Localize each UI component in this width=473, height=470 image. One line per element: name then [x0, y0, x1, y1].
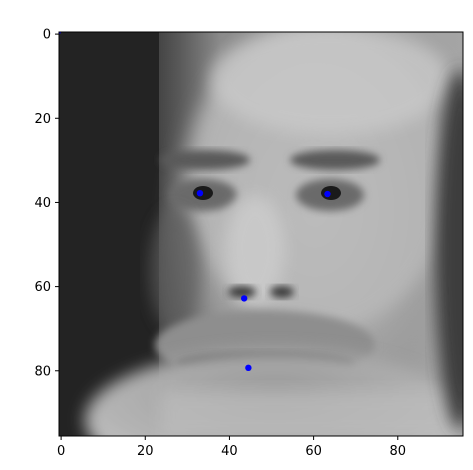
y-tick-label: 40 — [34, 196, 51, 211]
axes-frame — [58, 31, 464, 437]
keypoint-3 — [324, 190, 331, 198]
x-tick-label: 60 — [305, 444, 322, 459]
x-tick-label: 80 — [389, 444, 406, 459]
scatter-points — [59, 32, 331, 372]
y-tick-label: 20 — [34, 112, 51, 127]
x-tick-label: 0 — [57, 444, 65, 459]
keypoint-1 — [59, 32, 62, 35]
y-tick-label: 80 — [34, 364, 51, 379]
y-axis-ticks: 0 20 40 60 80 — [34, 28, 59, 379]
face-photo — [59, 32, 463, 436]
x-tick-label: 40 — [221, 444, 238, 459]
keypoint-2 — [196, 189, 204, 197]
keypoint-5 — [245, 364, 252, 372]
keypoint-4 — [240, 295, 248, 302]
y-tick-label: 60 — [34, 280, 51, 295]
y-tick-label: 0 — [43, 28, 51, 43]
x-axis-ticks: 0 20 40 60 80 — [57, 436, 406, 459]
x-tick-label: 20 — [137, 444, 154, 459]
